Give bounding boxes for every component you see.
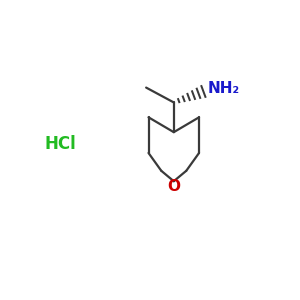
Text: NH₂: NH₂ <box>208 81 240 96</box>
Text: O: O <box>167 179 180 194</box>
Text: HCl: HCl <box>45 135 77 153</box>
